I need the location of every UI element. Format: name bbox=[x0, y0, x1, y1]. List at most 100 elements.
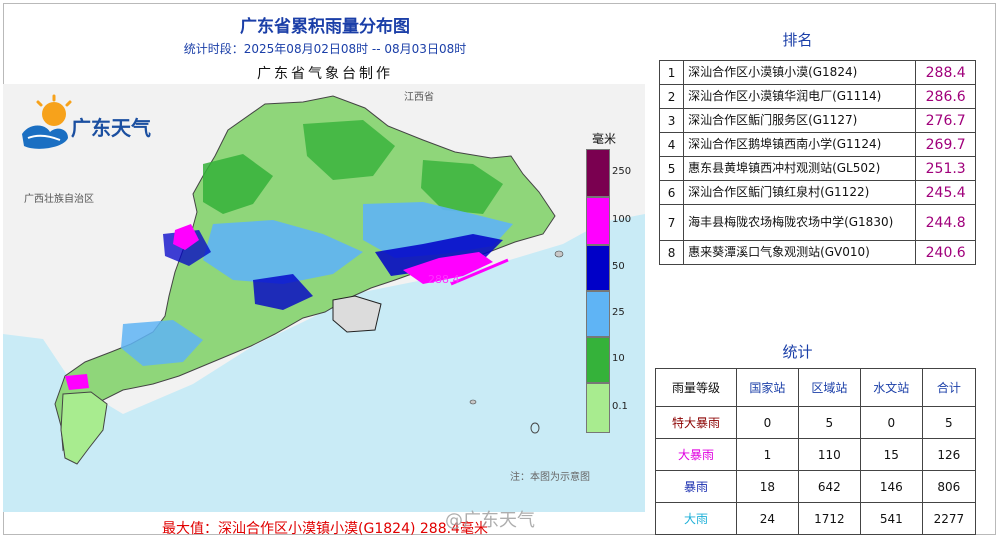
station-name: 惠来葵潭溪口气象观测站(GV010) bbox=[683, 240, 917, 265]
station-count: 24 bbox=[735, 502, 799, 535]
rainfall-value: 240.6 bbox=[915, 240, 976, 265]
rainfall-value: 276.7 bbox=[915, 108, 976, 133]
rainfall-map bbox=[3, 84, 645, 512]
rain-level-label: 大雨 bbox=[655, 502, 737, 535]
legend-unit: 毫米 bbox=[592, 132, 617, 146]
rain-band-50 bbox=[253, 274, 313, 310]
statistics-period: 统计时段：2025年08月02日08时 -- 08月03日08时 bbox=[183, 42, 467, 56]
max-value-caption: 最大值：深汕合作区小漠镇小漠(G1824) 288.4毫米 bbox=[162, 521, 488, 537]
legend-value: 10 bbox=[612, 353, 625, 364]
island bbox=[554, 250, 564, 258]
legend-value: 0.1 bbox=[612, 401, 628, 412]
stats-header-cell: 合计 bbox=[921, 368, 977, 407]
station-count: 18 bbox=[735, 470, 799, 503]
station-name: 深汕合作区小漠镇华润电厂(G1114) bbox=[683, 84, 917, 109]
rain-band-10 bbox=[421, 160, 503, 214]
ranking-row: 6 深汕合作区鲘门镇红泉村(G1122) 245.4 bbox=[658, 180, 976, 205]
station-name: 深汕合作区小漠镇小漠(G1824) bbox=[683, 60, 917, 85]
ranking-row: 5 惠东县黄埠镇西冲村观测站(GL502) 251.3 bbox=[658, 156, 976, 181]
rank-number: 5 bbox=[658, 156, 685, 181]
map-note: 注：本图为示意图 bbox=[510, 472, 590, 483]
island bbox=[469, 399, 477, 405]
rain-level-label: 特大暴雨 bbox=[655, 406, 737, 439]
station-name: 海丰县梅陇农场梅陇农场中学(G1830) bbox=[683, 204, 917, 241]
legend-swatch bbox=[586, 291, 610, 337]
ranking-title: 排名 bbox=[782, 31, 813, 49]
station-count: 2277 bbox=[921, 502, 977, 535]
station-count: 0 bbox=[735, 406, 799, 439]
legend-swatch bbox=[586, 337, 610, 383]
rain-level-label: 大暴雨 bbox=[655, 438, 737, 471]
legend-value: 100 bbox=[612, 214, 632, 225]
stats-row: 大雨 24 1712 541 2277 bbox=[655, 502, 977, 535]
weibo-watermark: @广东天气 bbox=[445, 510, 535, 531]
station-count: 806 bbox=[921, 470, 977, 503]
ranking-row: 3 深汕合作区鲘门服务区(G1127) 276.7 bbox=[658, 108, 976, 133]
legend-value: 250 bbox=[612, 166, 632, 177]
rainfall-value: 245.4 bbox=[915, 180, 976, 205]
rain-level-label: 暴雨 bbox=[655, 470, 737, 503]
station-count: 1 bbox=[735, 438, 799, 471]
rank-number: 2 bbox=[658, 84, 685, 109]
ranking-row: 2 深汕合作区小漠镇华润电厂(G1114) 286.6 bbox=[658, 84, 976, 109]
statistics-title: 统计 bbox=[782, 343, 813, 361]
legend-swatch bbox=[586, 197, 610, 245]
stats-row: 大暴雨 1 110 15 126 bbox=[655, 438, 977, 471]
rain-band-10 bbox=[303, 120, 395, 180]
station-count: 1712 bbox=[797, 502, 861, 535]
guangdong-weather-logo bbox=[22, 94, 72, 149]
stats-header-cell: 雨量等级 bbox=[655, 368, 737, 407]
hong-kong-area bbox=[332, 295, 382, 333]
rank-number: 4 bbox=[658, 132, 685, 157]
station-name: 深汕合作区鲘门服务区(G1127) bbox=[683, 108, 917, 133]
stats-header-cell: 国家站 bbox=[735, 368, 799, 407]
map-title: 广东省累积雨量分布图 bbox=[240, 17, 410, 37]
ranking-row: 1 深汕合作区小漠镇小漠(G1824) 288.4 bbox=[658, 60, 976, 85]
max-rainfall-band bbox=[450, 258, 509, 286]
legend-swatch bbox=[586, 383, 610, 433]
station-name: 深汕合作区鹅埠镇西南小学(G1124) bbox=[683, 132, 917, 157]
rank-number: 3 bbox=[658, 108, 685, 133]
rank-number: 1 bbox=[658, 60, 685, 85]
logo-text: 广东天气 bbox=[71, 116, 151, 140]
stats-row: 特大暴雨 0 5 0 5 bbox=[655, 406, 977, 439]
label-jiangxi: 江西省 bbox=[404, 92, 434, 103]
stats-header-cell: 区域站 bbox=[797, 368, 861, 407]
station-count: 5 bbox=[921, 406, 977, 439]
rank-number: 6 bbox=[658, 180, 685, 205]
station-count: 541 bbox=[859, 502, 923, 535]
station-count: 110 bbox=[797, 438, 861, 471]
leizhou-peninsula bbox=[60, 391, 108, 465]
rainfall-value: 251.3 bbox=[915, 156, 976, 181]
sea-area bbox=[3, 214, 645, 512]
rain-band-50 bbox=[375, 234, 503, 276]
legend-swatch bbox=[586, 149, 610, 197]
station-name: 惠东县黄埠镇西冲村观测站(GL502) bbox=[683, 156, 917, 181]
station-count: 642 bbox=[797, 470, 861, 503]
rainfall-value: 288.4 bbox=[915, 60, 976, 85]
legend-value: 50 bbox=[612, 261, 625, 272]
rain-band-100 bbox=[65, 374, 89, 390]
statistics-table: 雨量等级 国家站 区域站 水文站 合计 特大暴雨 0 5 0 5 大暴雨 1 110 15 126 暴雨 18… bbox=[655, 368, 977, 535]
rain-band-100 bbox=[403, 252, 493, 284]
rainfall-value: 286.6 bbox=[915, 84, 976, 109]
rainfall-value: 269.7 bbox=[915, 132, 976, 157]
sun-cloud-icon bbox=[22, 94, 72, 149]
island bbox=[530, 422, 540, 434]
ranking-row: 8 惠来葵潭溪口气象观测站(GV010) 240.6 bbox=[658, 240, 976, 265]
station-count: 5 bbox=[797, 406, 861, 439]
rainfall-value: 244.8 bbox=[915, 204, 976, 241]
ranking-row: 7 海丰县梅陇农场梅陇农场中学(G1830) 244.8 bbox=[658, 204, 976, 241]
stats-row: 暴雨 18 642 146 806 bbox=[655, 470, 977, 503]
rank-number: 7 bbox=[658, 204, 685, 241]
rain-band-25 bbox=[203, 220, 363, 284]
station-name: 深汕合作区鲘门镇红泉村(G1122) bbox=[683, 180, 917, 205]
ranking-table: 1 深汕合作区小漠镇小漠(G1824) 288.4 2 深汕合作区小漠镇华润电厂(G11… bbox=[658, 60, 976, 265]
rain-band-25 bbox=[121, 320, 203, 366]
station-count: 15 bbox=[859, 438, 923, 471]
station-count: 126 bbox=[921, 438, 977, 471]
max-station-marker: 288.4 bbox=[428, 273, 460, 286]
producer-line: 广东省气象台制作 bbox=[257, 66, 393, 82]
legend-value: 25 bbox=[612, 307, 625, 318]
rain-band-100 bbox=[173, 224, 199, 250]
